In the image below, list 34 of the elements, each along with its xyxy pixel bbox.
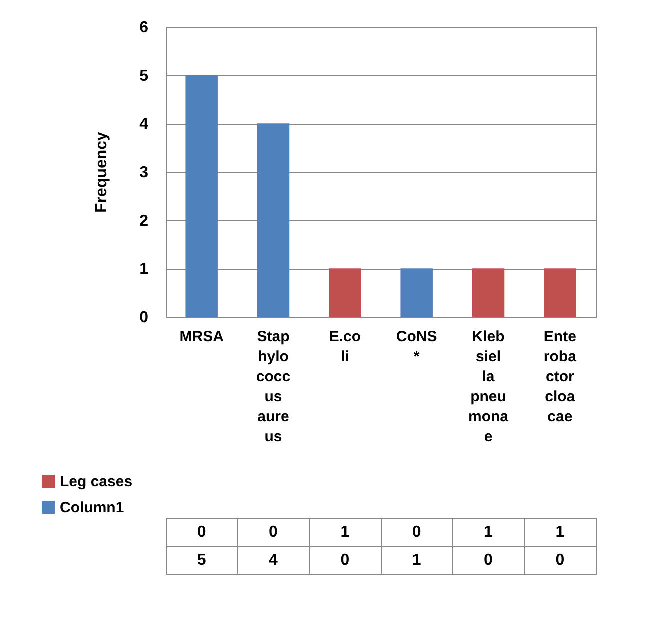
data-label: 0 — [556, 552, 565, 569]
data-label: 1 — [412, 552, 422, 569]
y-tick-label: 4 — [140, 116, 149, 134]
bar — [544, 268, 576, 317]
data-label: 4 — [269, 552, 278, 569]
y-tick-label: 5 — [140, 68, 149, 85]
legend-label: Column1 — [60, 500, 124, 516]
bar — [257, 124, 290, 317]
data-label: 0 — [484, 552, 494, 569]
data-label: 0 — [269, 524, 278, 541]
data-label: 1 — [484, 524, 494, 541]
x-tick-label: MRSA — [180, 328, 224, 346]
x-tick-label: E.coli — [329, 328, 362, 366]
bar — [400, 268, 433, 317]
bar — [186, 75, 218, 317]
bar — [329, 268, 362, 317]
bar — [472, 268, 505, 317]
legend-label: Leg cases — [60, 474, 133, 490]
data-label: 5 — [197, 552, 206, 569]
y-tick-label: 1 — [140, 261, 149, 278]
data-label: 0 — [197, 524, 206, 541]
data-label: 1 — [340, 524, 350, 541]
x-tick-label: Staphylococcus aureus — [256, 328, 291, 446]
x-tick-label: CoNS* — [396, 328, 438, 366]
x-tick-label: Klebsiella pneumonae — [468, 328, 510, 446]
y-tick-label: 6 — [140, 20, 149, 36]
y-axis-title: Frequency — [94, 132, 111, 213]
data-label: 0 — [412, 524, 422, 541]
y-tick-label: 2 — [140, 212, 149, 230]
y-tick-label: 0 — [140, 310, 149, 326]
x-tick-label: Enterobactor cloacae — [544, 328, 578, 426]
y-tick-label: 3 — [140, 164, 149, 182]
data-label: 1 — [556, 524, 565, 541]
data-label: 0 — [340, 552, 350, 569]
